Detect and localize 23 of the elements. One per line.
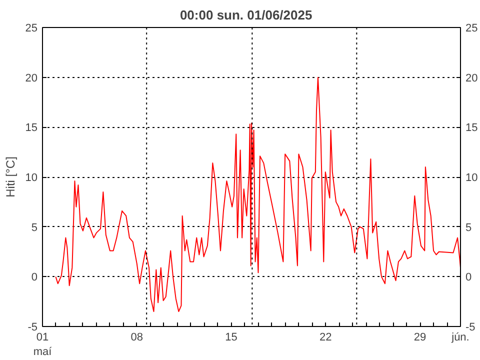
y-tick-label: -5 <box>28 322 38 334</box>
y2-tick-label: 0 <box>466 272 472 284</box>
y-tick-label: 0 <box>31 272 38 284</box>
x-tick-label: 22 <box>320 332 332 344</box>
x-tick-label: 15 <box>225 332 238 344</box>
x-tick-label: 01 maí <box>33 332 53 358</box>
y-tick-label: 25 <box>25 22 38 34</box>
y-tick-label: 20 <box>25 72 38 84</box>
y2-tick-label: 25 <box>466 22 478 34</box>
y2-tick-label: 20 <box>466 72 478 84</box>
x-tick-label: 29 <box>414 332 426 344</box>
y2-tick-label: 5 <box>466 222 472 234</box>
y2-tick-label: 10 <box>466 172 478 184</box>
x-tick-label: jún. <box>450 332 470 344</box>
chart-title: 00:00 sun. 01/06/2025 <box>180 8 312 22</box>
y-axis-title: Hiti [°C] <box>3 156 18 198</box>
y-tick-label: 5 <box>31 222 38 234</box>
x-tick-label: 08 <box>130 332 144 344</box>
y2-tick-label: 15 <box>466 122 478 134</box>
y-tick-label: 10 <box>25 172 38 184</box>
y-tick-label: 15 <box>25 122 38 134</box>
y2-tick-label: -5 <box>466 322 476 334</box>
line-series <box>55 76 460 312</box>
